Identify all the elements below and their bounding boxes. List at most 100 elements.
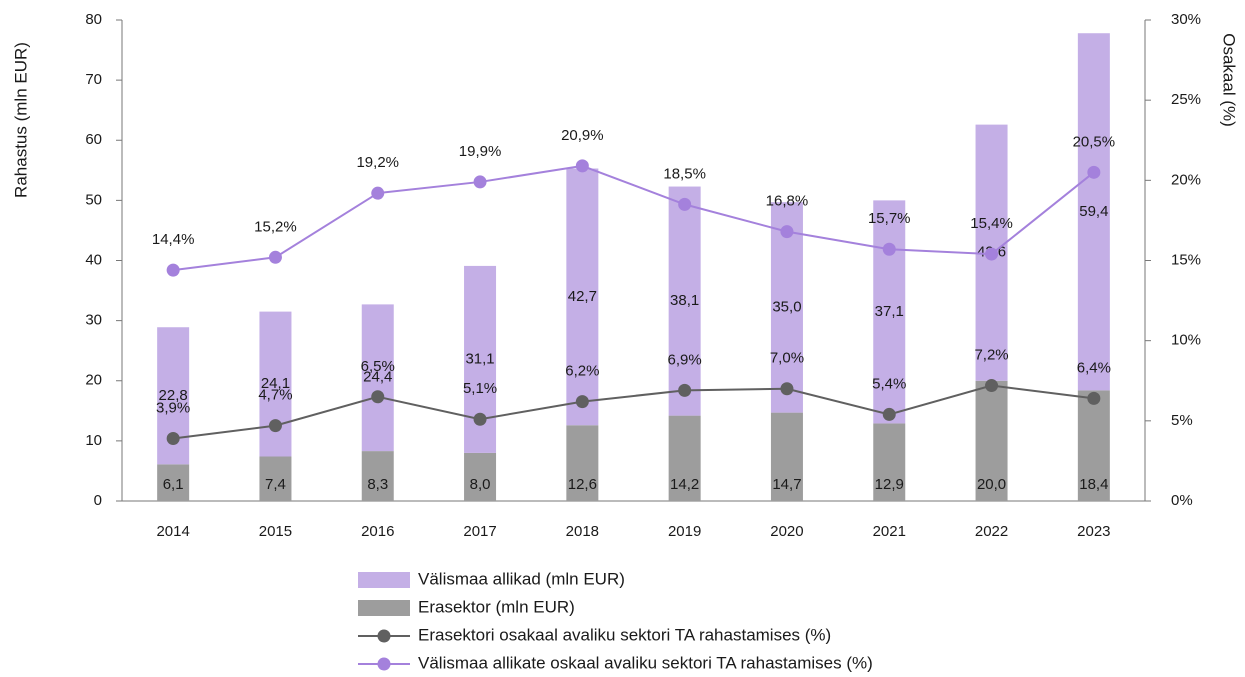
line-point <box>882 242 896 256</box>
line-value-label: 18,5% <box>663 165 706 182</box>
y2-tick-label: 10% <box>1171 332 1201 349</box>
line-series <box>173 384 1094 440</box>
x-tick-label: 2014 <box>156 523 189 540</box>
line-point <box>985 247 999 261</box>
bar <box>361 304 394 452</box>
bar <box>770 412 803 501</box>
y-tick-label: 40 <box>85 251 102 268</box>
bar-value-label: 42,7 <box>568 288 597 305</box>
line-point <box>166 263 180 277</box>
bar-value-label: 18,4 <box>1079 476 1108 493</box>
y-tick-label: 10 <box>85 432 102 449</box>
bar <box>157 464 190 501</box>
line-point <box>371 186 385 200</box>
line-value-label: 4,7% <box>258 387 292 404</box>
bar-value-label: 8,0 <box>470 476 491 493</box>
y-axis-title: Rahastus (mln EUR) <box>11 42 30 198</box>
x-tick-label: 2016 <box>361 523 394 540</box>
legend-label: Välismaa allikate oskaal avaliku sektori… <box>418 653 873 672</box>
line-value-label: 20,5% <box>1073 133 1116 150</box>
line-point <box>575 159 589 173</box>
x-tick-label: 2020 <box>770 523 803 540</box>
line-value-label: 15,4% <box>970 215 1013 232</box>
bar <box>975 380 1008 501</box>
line-point <box>1087 391 1101 405</box>
x-tick-label: 2023 <box>1077 523 1110 540</box>
line-point <box>575 395 589 409</box>
line-value-label: 5,1% <box>463 380 497 397</box>
bar-value-label: 12,6 <box>568 476 597 493</box>
y2-tick-label: 5% <box>1171 412 1193 429</box>
bar-value-label: 35,0 <box>772 298 801 315</box>
bar-value-label: 7,4 <box>265 476 286 493</box>
line-value-label: 7,2% <box>974 347 1008 364</box>
line-value-label: 5,4% <box>872 375 906 392</box>
line-point <box>371 390 385 404</box>
bar-value-label: 59,4 <box>1079 203 1108 220</box>
legend-marker <box>377 629 391 643</box>
bar <box>361 451 394 501</box>
line-point <box>473 412 487 426</box>
bar-value-label: 37,1 <box>875 303 904 320</box>
line-point <box>1087 165 1101 179</box>
bar <box>668 415 701 501</box>
line-point <box>882 407 896 421</box>
line-value-label: 7,0% <box>770 350 804 367</box>
y-tick-label: 50 <box>85 191 102 208</box>
legend-swatch <box>358 600 410 616</box>
y-tick-label: 60 <box>85 131 102 148</box>
y-tick-label: 80 <box>85 11 102 28</box>
bar-value-label: 20,0 <box>977 476 1006 493</box>
bar-value-label: 6,1 <box>163 476 184 493</box>
x-tick-label: 2015 <box>259 523 292 540</box>
bar <box>668 186 701 416</box>
y-tick-label: 0 <box>94 492 102 509</box>
bar-value-label: 22,8 <box>159 387 188 404</box>
legend-marker <box>377 657 391 671</box>
bar-value-label: 12,9 <box>875 476 904 493</box>
bar-value-label: 38,1 <box>670 292 699 309</box>
bar-value-label: 14,2 <box>670 476 699 493</box>
line-point <box>473 175 487 189</box>
y2-tick-label: 20% <box>1171 171 1201 188</box>
bar <box>259 456 292 501</box>
line-point <box>678 383 692 397</box>
legend-swatch <box>358 572 410 588</box>
y2-axis-title: Osakaal (%) <box>1220 33 1239 127</box>
line-value-label: 3,9% <box>156 399 190 416</box>
line-point <box>678 197 692 211</box>
bar <box>566 425 599 501</box>
bar-value-label: 8,3 <box>367 476 388 493</box>
line-value-label: 6,4% <box>1077 359 1111 376</box>
bar-value-label: 24,4 <box>363 369 392 386</box>
line-point <box>780 382 794 396</box>
bar <box>873 200 906 424</box>
x-tick-label: 2019 <box>668 523 701 540</box>
bar <box>259 311 292 457</box>
y2-tick-label: 25% <box>1171 91 1201 108</box>
y-tick-label: 30 <box>85 312 102 329</box>
bar-value-label: 31,1 <box>465 350 494 367</box>
x-tick-label: 2022 <box>975 523 1008 540</box>
bar-value-label: 14,7 <box>772 476 801 493</box>
line-value-label: 19,9% <box>459 143 502 160</box>
y-tick-label: 70 <box>85 71 102 88</box>
y2-tick-label: 30% <box>1171 11 1201 28</box>
y2-tick-label: 0% <box>1171 492 1193 509</box>
line-value-label: 6,9% <box>668 351 702 368</box>
line-value-label: 6,5% <box>361 358 395 375</box>
line-value-label: 20,9% <box>561 127 604 144</box>
line-point <box>268 250 282 264</box>
line-point <box>780 225 794 239</box>
x-tick-label: 2018 <box>566 523 599 540</box>
legend-label: Välismaa allikad (mln EUR) <box>418 569 625 588</box>
line-value-label: 6,2% <box>565 363 599 380</box>
bar <box>464 452 497 501</box>
y-tick-label: 20 <box>85 372 102 389</box>
bar <box>566 168 599 426</box>
line-value-label: 19,2% <box>356 154 399 171</box>
y2-tick-label: 15% <box>1171 251 1201 268</box>
line-series <box>173 164 1095 272</box>
bar <box>1077 390 1110 501</box>
